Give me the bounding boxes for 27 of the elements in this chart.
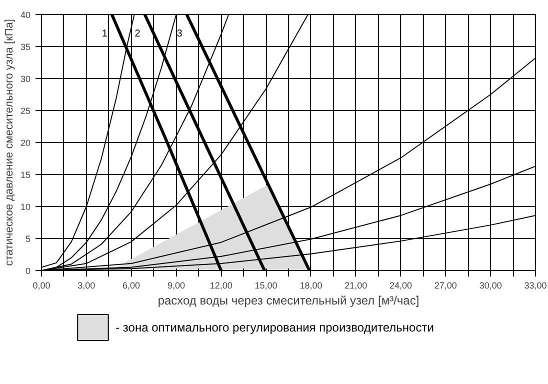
- y-tick-label: 5: [25, 234, 31, 244]
- x-tick-label: 24,00: [390, 280, 412, 290]
- y-tick-label: 0: [25, 266, 31, 276]
- y-tick-label: 10: [20, 202, 31, 212]
- x-tick-label: 12,00: [210, 280, 232, 290]
- x-tick-label: 18,00: [300, 280, 322, 290]
- y-tick-label: 20: [20, 138, 31, 148]
- x-tick-label: 21,00: [344, 280, 368, 290]
- x-tick-label: 30,00: [479, 280, 502, 290]
- y-tick-label: 35: [20, 42, 31, 52]
- series-label: 2: [134, 28, 141, 40]
- x-tick-label: 9,00: [167, 280, 185, 290]
- x-tick-label: 15,00: [254, 280, 278, 290]
- y-tick-label: 15: [20, 170, 31, 180]
- legend-label: - зона оптимального регулирования производительности: [116, 320, 434, 334]
- y-axis-title: статическое давление смесительного узла [кПа]: [3, 19, 16, 266]
- x-axis-title: расход воды через смесительный узел [м³/час]: [158, 294, 420, 308]
- y-tick-label: 25: [20, 106, 31, 116]
- x-tick-label: 27,00: [434, 280, 457, 290]
- series-label: 3: [176, 28, 183, 40]
- x-tick-label: 6,00: [122, 280, 140, 290]
- series-label: 1: [102, 28, 108, 40]
- x-tick-label: 3,00: [78, 280, 96, 290]
- x-tick-label: 0,00: [32, 280, 50, 290]
- y-tick-label: 30: [20, 74, 31, 84]
- x-tick-label: 33,00: [524, 280, 547, 290]
- y-tick-label: 40: [20, 10, 31, 20]
